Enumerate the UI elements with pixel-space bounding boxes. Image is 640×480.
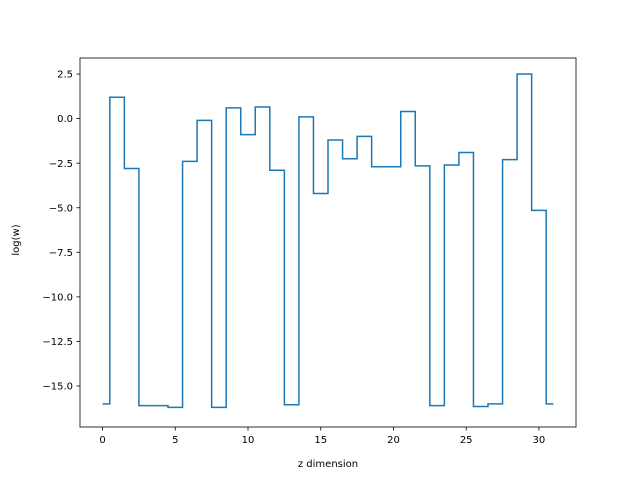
y-tick-label: −2.5	[49, 159, 73, 170]
plot-frame	[79, 57, 577, 428]
y-tick-label: 0.0	[57, 114, 73, 125]
x-tick-label: 10	[242, 435, 255, 446]
y-tick-label: −7.5	[49, 248, 73, 259]
x-axis: 0 5 10 15 20 25 30	[99, 427, 545, 446]
y-axis-label: log(w)	[11, 224, 22, 255]
y-tick-label: −10.0	[42, 292, 73, 303]
x-tick-label: 30	[533, 435, 546, 446]
x-tick-label: 20	[387, 435, 400, 446]
x-tick-label: 15	[314, 435, 327, 446]
series-line-0	[102, 73, 554, 409]
x-tick-label: 25	[460, 435, 473, 446]
y-tick-label: −5.0	[49, 203, 73, 214]
x-axis-label: z dimension	[298, 459, 358, 470]
y-tick-label: −12.5	[42, 337, 73, 348]
y-tick-label: 2.5	[57, 70, 73, 81]
x-tick-label: 0	[99, 435, 105, 446]
x-tick-label: 5	[172, 435, 178, 446]
plot-area	[79, 57, 577, 428]
y-tick-label: −15.0	[42, 382, 73, 393]
y-axis: 2.5 0.0 −2.5 −5.0 −7.5 −10.0 −12.5 −15.0	[42, 70, 80, 393]
